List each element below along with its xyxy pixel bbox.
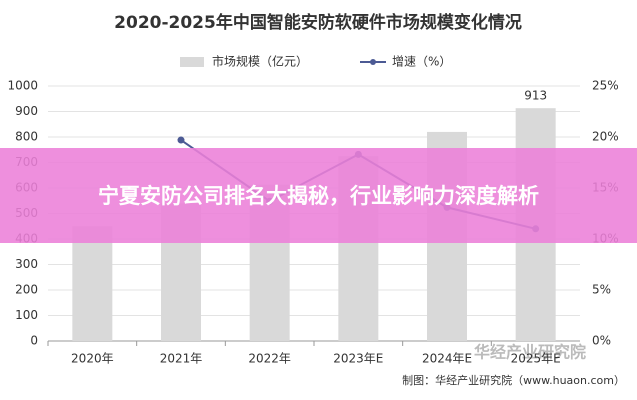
source: 制图：华经产业研究院（www.huaon.com） bbox=[402, 373, 625, 387]
y-tick-label: 1000 bbox=[7, 79, 38, 93]
y-tick-label: 100 bbox=[15, 308, 38, 322]
chart-title: 2020-2025年中国智能安防软硬件市场规模变化情况 bbox=[114, 12, 522, 33]
banner: 宁夏安防公司排名大揭秘，行业影响力深度解析 bbox=[0, 148, 637, 243]
x-tick-label: 2025年E bbox=[511, 352, 561, 366]
marker bbox=[177, 136, 185, 144]
y-tick-label: 0 bbox=[30, 334, 38, 348]
y2-tick-label: 5% bbox=[592, 283, 611, 297]
y-tick-label: 300 bbox=[15, 257, 38, 271]
legend-label: 市场规模（亿元） bbox=[212, 54, 308, 69]
x-tick-label: 2021年 bbox=[160, 352, 203, 366]
x-tick-label: 2020年 bbox=[71, 352, 114, 366]
y-tick-label: 800 bbox=[15, 130, 38, 144]
y2-tick-label: 0% bbox=[592, 334, 611, 348]
data-label: 913 bbox=[524, 89, 547, 103]
bar bbox=[72, 226, 113, 341]
x-tick-label: 2023年E bbox=[333, 352, 383, 366]
y-tick-label: 200 bbox=[15, 283, 38, 297]
legend-swatch bbox=[370, 59, 376, 65]
x-tick-label: 2024年E bbox=[422, 352, 472, 366]
y2-tick-label: 20% bbox=[592, 130, 619, 144]
y-tick-label: 900 bbox=[15, 104, 38, 118]
legend-swatch bbox=[180, 57, 204, 67]
y2-tick-label: 25% bbox=[592, 79, 619, 93]
legend-label: 增速（%） bbox=[392, 55, 451, 69]
x-tick-label: 2022年 bbox=[248, 352, 291, 366]
watermark: 华经产业研究院 bbox=[474, 343, 586, 362]
